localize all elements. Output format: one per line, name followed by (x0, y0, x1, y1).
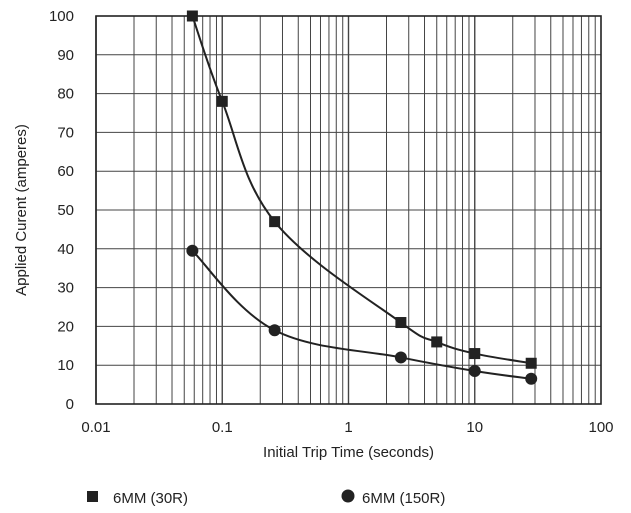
x-axis-title: Initial Trip Time (seconds) (263, 444, 434, 461)
y-tick-label: 40 (57, 241, 74, 258)
x-tick-label: 100 (588, 419, 613, 436)
y-tick-label: 20 (57, 318, 74, 335)
x-tick-label: 1 (344, 419, 352, 436)
series-line-30r (191, 15, 532, 365)
data-point-circle (525, 372, 538, 385)
legend-square-marker (87, 491, 98, 502)
chart-grid (95, 15, 601, 405)
legend-circle-marker (341, 489, 355, 503)
series-layer (186, 10, 538, 385)
data-point-square (469, 348, 481, 360)
data-point-square (395, 317, 407, 329)
y-tick-label: 100 (49, 8, 74, 25)
legend-label-150r: 6MM (150R) (362, 490, 445, 507)
x-tick-label: 0.1 (212, 419, 233, 436)
data-point-square (431, 336, 443, 348)
y-tick-label: 30 (57, 280, 74, 297)
data-point-square (186, 10, 198, 22)
y-tick-label: 10 (57, 357, 74, 374)
y-tick-label: 0 (66, 396, 74, 413)
data-point-circle (394, 351, 407, 364)
legend-label-30r: 6MM (30R) (113, 490, 188, 507)
data-point-circle (186, 244, 199, 257)
data-point-square (525, 357, 537, 369)
data-point-circle (468, 365, 481, 378)
plot-frame (95, 15, 602, 405)
data-point-square (269, 216, 281, 228)
data-point-circle (268, 324, 281, 337)
series-line-150r (191, 250, 532, 380)
tick-labels: 0.01 0.1 1 10 100 0 10 20 30 40 50 60 70 80 90 100 (49, 8, 614, 436)
y-tick-label: 80 (57, 86, 74, 103)
legend-item-150r: 6MM (150R) (341, 489, 445, 507)
x-tick-label: 0.01 (81, 419, 110, 436)
y-tick-label: 50 (57, 202, 74, 219)
y-axis-title: Applied Curent (amperes) (13, 124, 30, 296)
y-tick-label: 90 (57, 47, 74, 64)
y-tick-label: 70 (57, 124, 74, 141)
y-tick-label: 60 (57, 163, 74, 180)
legend-item-30r: 6MM (30R) (87, 490, 188, 507)
legend: 6MM (30R) 6MM (150R) (87, 489, 445, 507)
data-point-square (216, 95, 228, 107)
x-tick-label: 10 (466, 419, 483, 436)
